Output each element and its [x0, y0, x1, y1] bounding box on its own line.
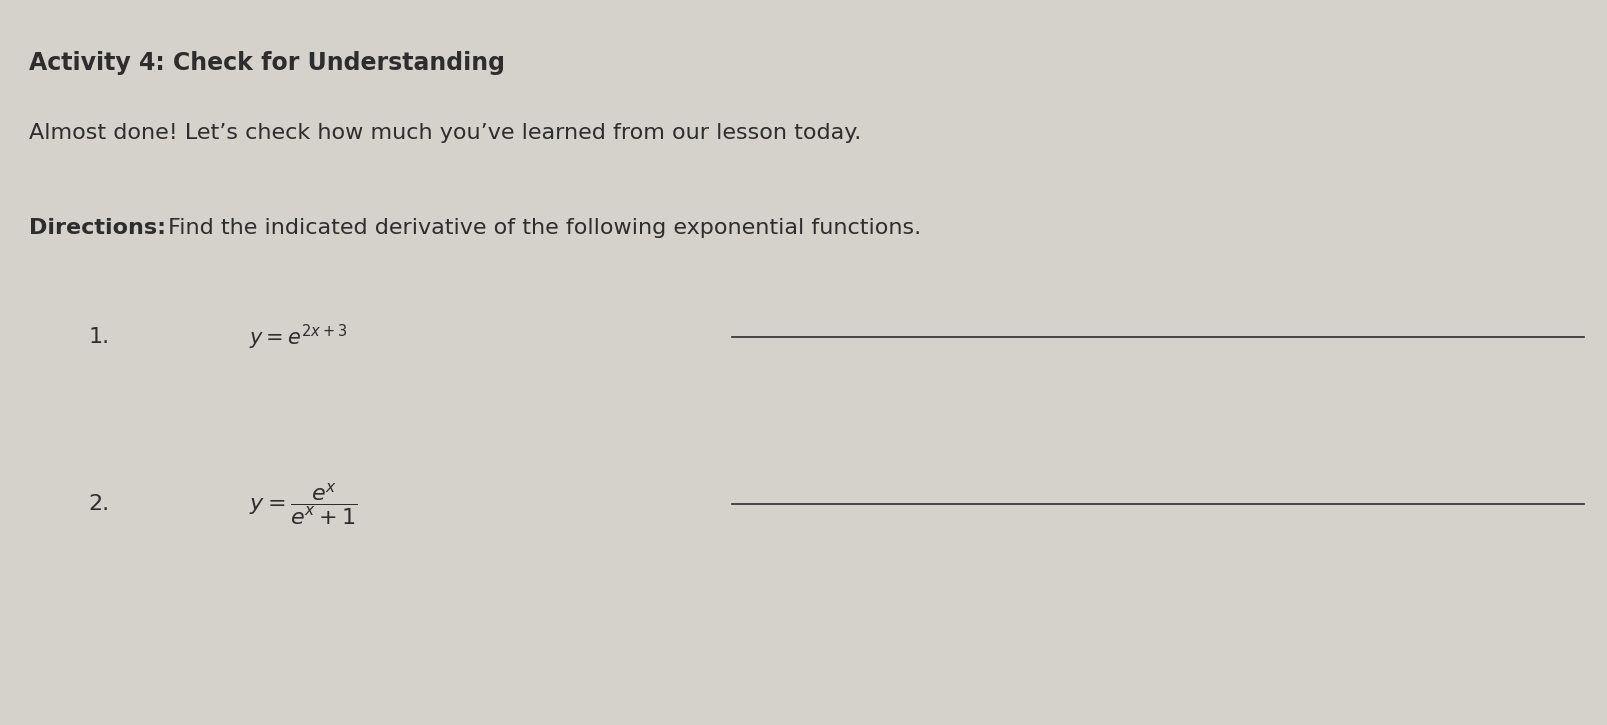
Text: 2.: 2. [88, 494, 109, 514]
Text: 1.: 1. [88, 327, 109, 347]
Text: Activity 4: Check for Understanding: Activity 4: Check for Understanding [29, 51, 505, 75]
Text: Find the indicated derivative of the following exponential functions.: Find the indicated derivative of the fol… [161, 218, 921, 238]
Text: Directions:: Directions: [29, 218, 166, 238]
Text: $y = \dfrac{e^{x}}{e^{x}+1}$: $y = \dfrac{e^{x}}{e^{x}+1}$ [249, 481, 358, 527]
Text: $y = e^{2x+3}$: $y = e^{2x+3}$ [249, 323, 347, 352]
Text: Almost done! Let’s check how much you’ve learned from our lesson today.: Almost done! Let’s check how much you’ve… [29, 123, 861, 144]
